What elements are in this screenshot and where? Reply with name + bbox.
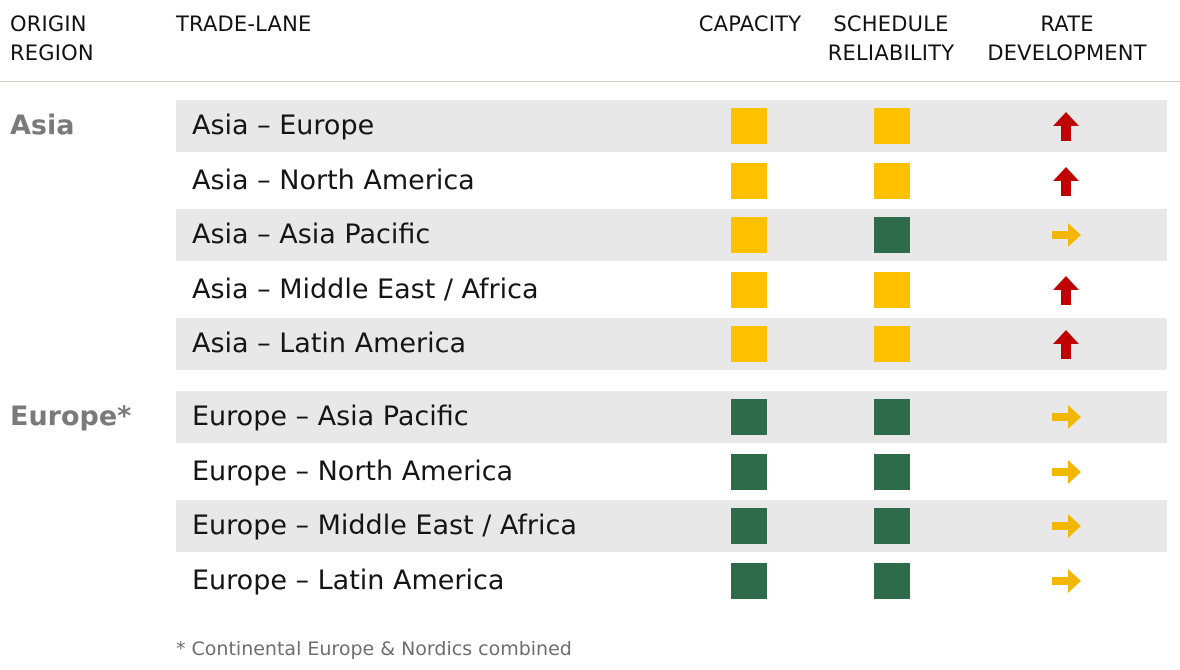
header-rate-development: RATE DEVELOPMENT bbox=[974, 10, 1160, 68]
up-arrow-icon bbox=[1048, 163, 1084, 199]
capacity-indicator-green bbox=[731, 399, 767, 435]
header-schedule-line2: RELIABILITY bbox=[827, 41, 955, 65]
schedule-indicator-green bbox=[874, 454, 910, 490]
capacity-indicator-amber bbox=[731, 272, 767, 308]
capacity-indicator-green bbox=[731, 454, 767, 490]
right-arrow-icon bbox=[1048, 399, 1084, 435]
capacity-indicator-amber bbox=[731, 217, 767, 253]
up-arrow-icon bbox=[1048, 272, 1084, 308]
capacity-indicator-amber bbox=[731, 326, 767, 362]
up-arrow-icon bbox=[1048, 326, 1084, 362]
capacity-indicator-amber bbox=[731, 163, 767, 199]
trade-lane-label: Europe – Latin America bbox=[192, 565, 505, 596]
trade-lane-label: Asia – North America bbox=[192, 165, 475, 196]
table-row: Europe – Asia Pacific bbox=[176, 391, 1167, 443]
table-row: Europe – Middle East / Africa bbox=[176, 500, 1167, 552]
capacity-indicator-green bbox=[731, 508, 767, 544]
schedule-indicator-green bbox=[874, 508, 910, 544]
region-label: Asia bbox=[10, 110, 75, 141]
schedule-indicator-green bbox=[874, 399, 910, 435]
capacity-indicator-amber bbox=[731, 108, 767, 144]
trade-lane-label: Asia – Asia Pacific bbox=[192, 219, 431, 250]
trade-lane-label: Asia – Europe bbox=[192, 110, 375, 141]
table-row: Europe – North America bbox=[176, 446, 1167, 498]
capacity-indicator-green bbox=[731, 563, 767, 599]
header-origin-line1: ORIGIN bbox=[10, 12, 87, 36]
right-arrow-icon bbox=[1048, 563, 1084, 599]
header-origin-region: ORIGIN REGION bbox=[10, 10, 94, 68]
table-row: Asia – Asia Pacific bbox=[176, 209, 1167, 261]
header-trade-lane: TRADE-LANE bbox=[176, 10, 311, 39]
header-capacity-label: CAPACITY bbox=[698, 12, 802, 36]
up-arrow-icon bbox=[1048, 108, 1084, 144]
region-label: Europe* bbox=[10, 401, 132, 432]
right-arrow-icon bbox=[1048, 217, 1084, 253]
trade-lane-label: Asia – Middle East / Africa bbox=[192, 274, 539, 305]
right-arrow-icon bbox=[1048, 508, 1084, 544]
table-row: Europe – Latin America bbox=[176, 555, 1167, 607]
table-row: Asia – North America bbox=[176, 155, 1167, 207]
header-divider bbox=[0, 81, 1180, 82]
right-arrow-icon bbox=[1048, 454, 1084, 490]
trade-lane-label: Asia – Latin America bbox=[192, 328, 466, 359]
trade-lane-label: Europe – North America bbox=[192, 456, 514, 487]
header-capacity: CAPACITY bbox=[690, 10, 810, 39]
schedule-indicator-amber bbox=[874, 163, 910, 199]
table-row: Asia – Latin America bbox=[176, 318, 1167, 370]
header-schedule-reliability: SCHEDULE RELIABILITY bbox=[818, 10, 964, 68]
schedule-indicator-green bbox=[874, 217, 910, 253]
schedule-indicator-amber bbox=[874, 108, 910, 144]
header-trade-lane-label: TRADE-LANE bbox=[176, 12, 312, 36]
schedule-indicator-amber bbox=[874, 272, 910, 308]
header-schedule-line1: SCHEDULE bbox=[833, 12, 949, 36]
table-row: Asia – Middle East / Africa bbox=[176, 264, 1167, 316]
table-row: Asia – Europe bbox=[176, 100, 1167, 152]
header-rate-line1: RATE bbox=[1040, 12, 1094, 36]
header-rate-line2: DEVELOPMENT bbox=[987, 41, 1147, 65]
trade-lane-label: Europe – Asia Pacific bbox=[192, 401, 469, 432]
schedule-indicator-amber bbox=[874, 326, 910, 362]
schedule-indicator-green bbox=[874, 563, 910, 599]
header-origin-line2: REGION bbox=[10, 41, 94, 65]
trade-lane-label: Europe – Middle East / Africa bbox=[192, 510, 577, 541]
footnote: * Continental Europe & Nordics combined bbox=[176, 638, 572, 660]
